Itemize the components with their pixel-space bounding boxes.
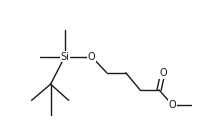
Text: O: O [159,68,167,78]
Text: Si: Si [60,52,69,62]
Text: O: O [169,100,176,110]
Text: O: O [88,52,95,62]
